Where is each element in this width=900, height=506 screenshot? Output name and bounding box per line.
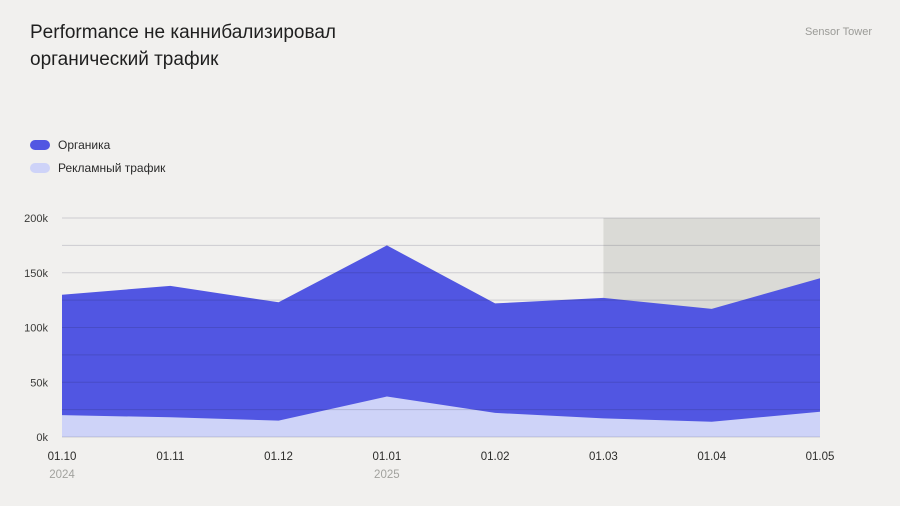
series-area-0 xyxy=(62,245,820,437)
year-label: 2025 xyxy=(374,469,400,481)
chart-legend: Органика Рекламный трафик xyxy=(30,138,165,175)
legend-item-ads: Рекламный трафик xyxy=(30,161,165,175)
x-tick-label: 01.04 xyxy=(697,451,726,463)
x-tick-label: 01.10 xyxy=(48,451,77,463)
x-tick-label: 01.01 xyxy=(372,451,401,463)
y-tick-label: 200k xyxy=(24,213,48,225)
x-tick-label: 01.03 xyxy=(589,451,618,463)
legend-swatch-organic xyxy=(30,140,50,150)
y-tick-label: 0k xyxy=(36,432,48,444)
legend-item-organic: Органика xyxy=(30,138,165,152)
legend-label-organic: Органика xyxy=(58,138,111,152)
x-tick-label: 01.11 xyxy=(156,451,184,463)
x-tick-label: 01.12 xyxy=(264,451,293,463)
x-tick-label: 01.02 xyxy=(481,451,510,463)
legend-label-ads: Рекламный трафик xyxy=(58,161,166,175)
page-title: Performance не каннибализировал органиче… xyxy=(30,22,336,70)
year-label: 2024 xyxy=(49,469,75,481)
y-tick-label: 150k xyxy=(24,268,48,280)
chart-area: 0k 50k 100k 150k 200k 01.10 01.11 01.12 01.01 01.… xyxy=(0,200,900,500)
legend-swatch-ads xyxy=(30,163,50,173)
traffic-area-chart: 0k 50k 100k 150k 200k 01.10 01.11 01.12 01.01 01.… xyxy=(24,213,835,481)
x-tick-label: 01.05 xyxy=(806,451,835,463)
y-tick-label: 50k xyxy=(30,377,48,389)
brand-label: Sensor Tower xyxy=(804,26,872,38)
y-tick-label: 100k xyxy=(24,323,48,335)
series-area-1 xyxy=(62,396,820,437)
